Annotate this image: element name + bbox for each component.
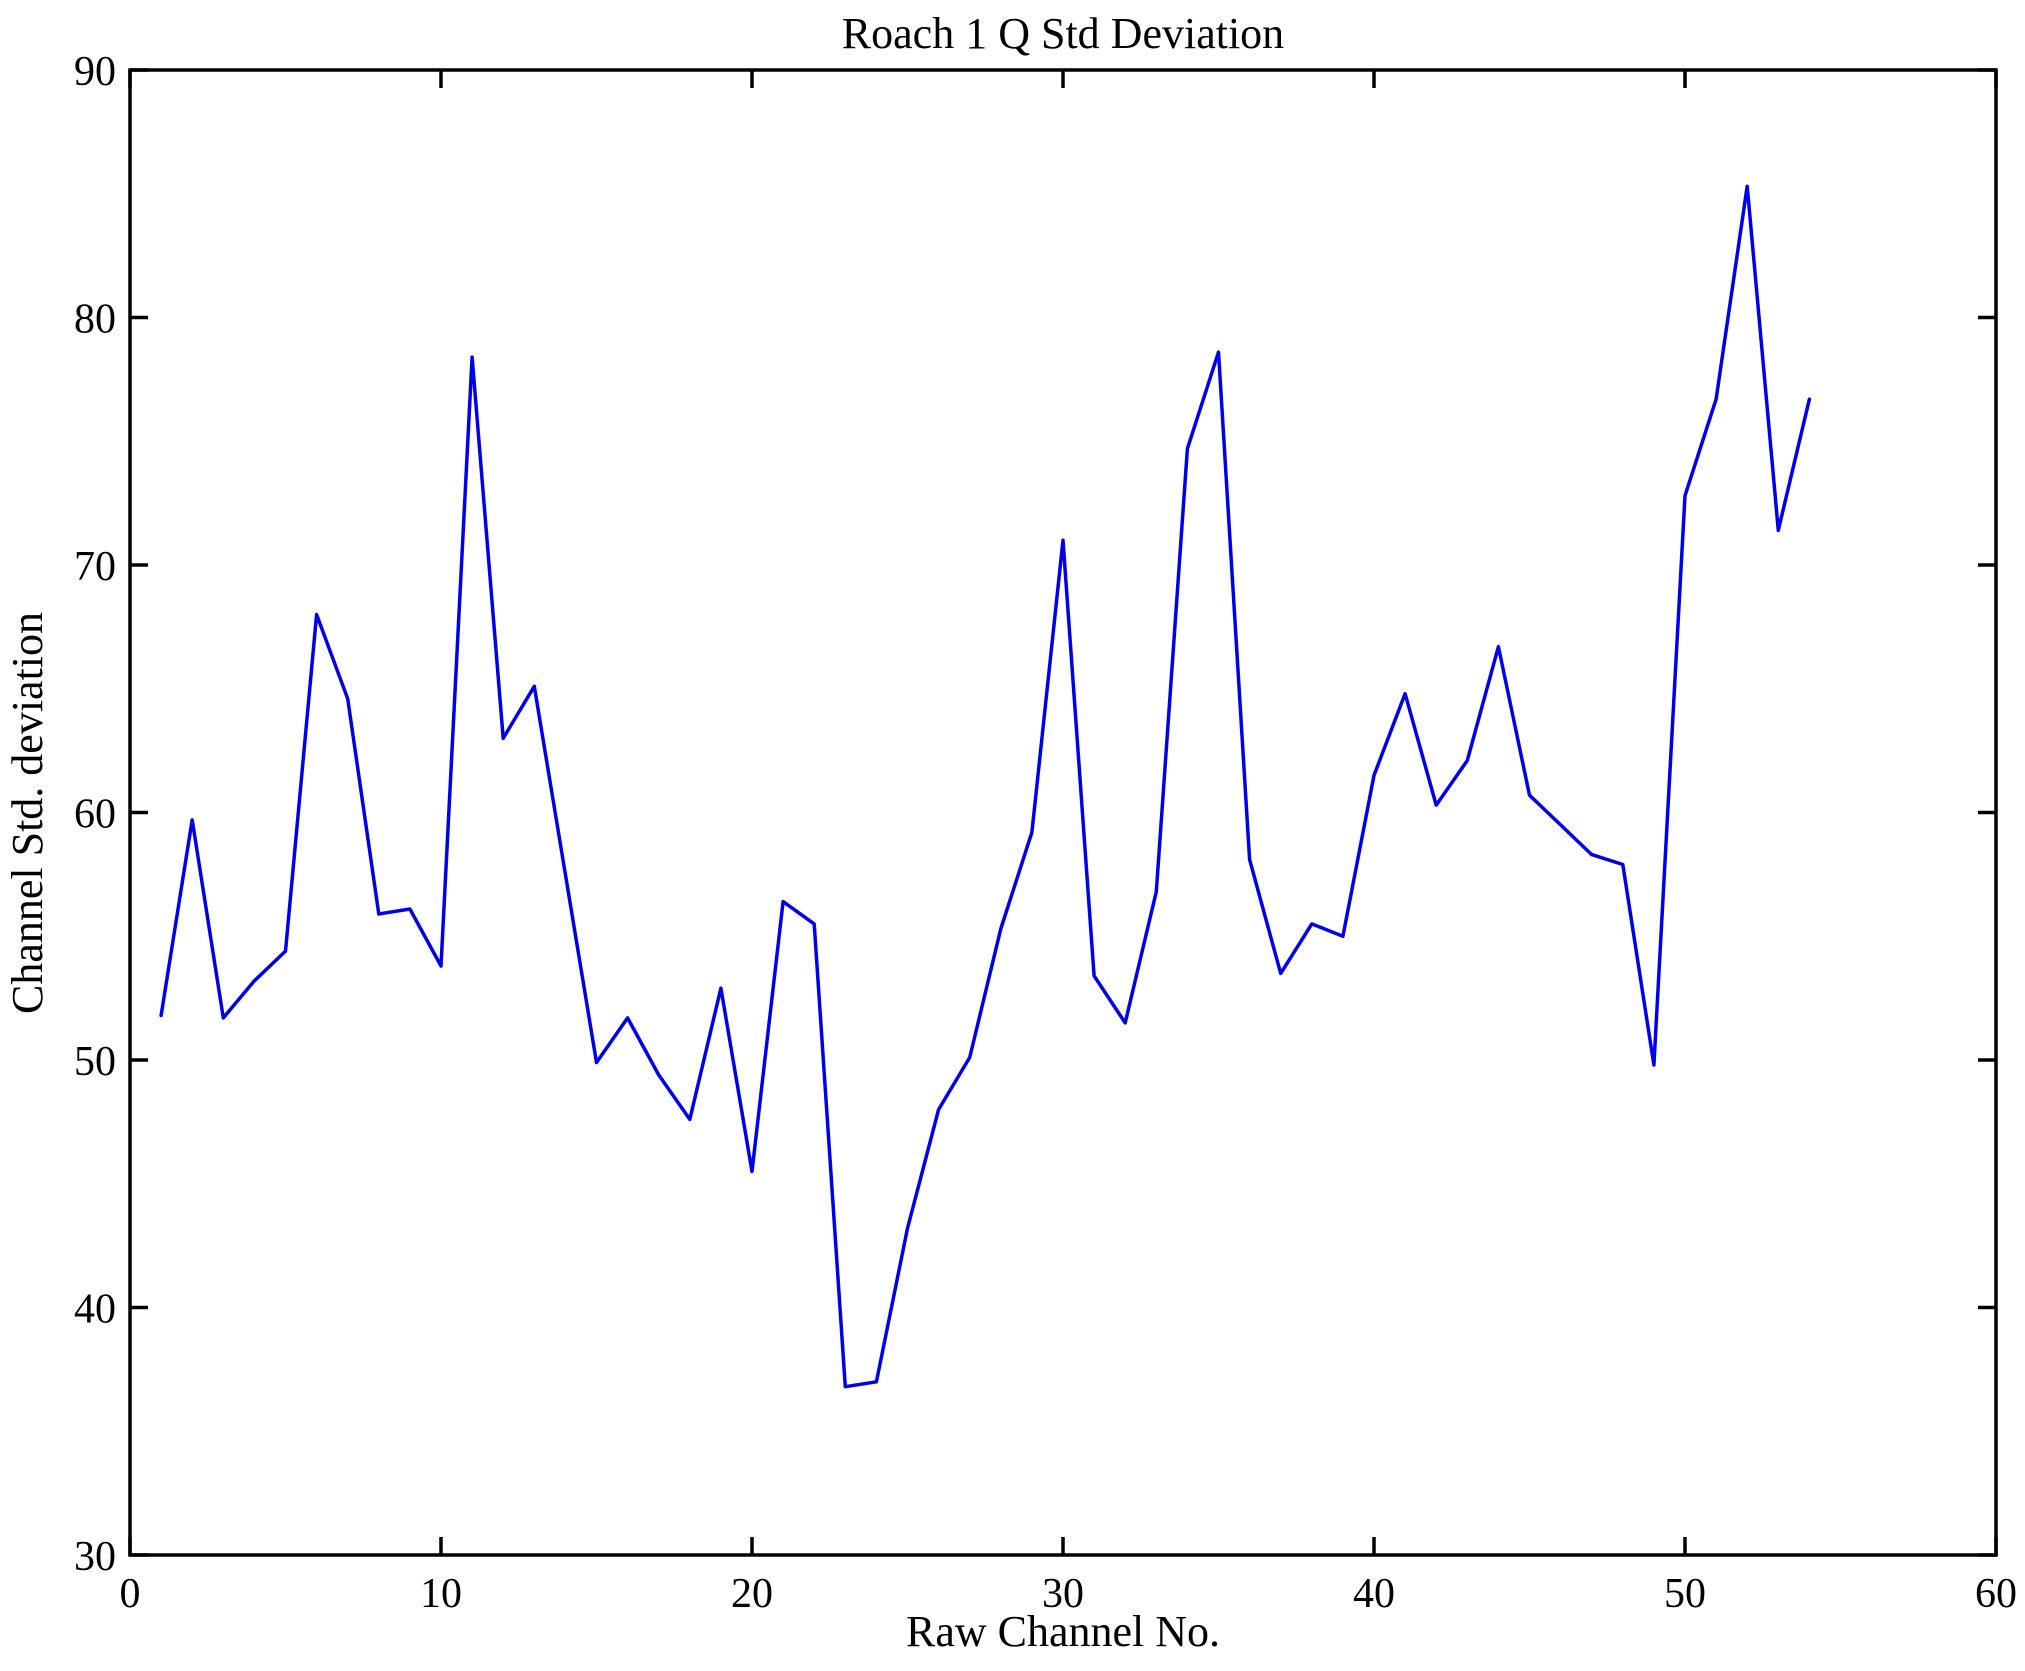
data-series-line	[159, 184, 1812, 1389]
y-tick-label: 70	[74, 544, 116, 590]
x-tick-label: 50	[1664, 1571, 1706, 1617]
y-tick-label: 90	[74, 49, 116, 95]
axes-box	[128, 68, 1998, 1557]
y-tick-label: 30	[74, 1534, 116, 1580]
x-tick-label: 40	[1353, 1571, 1395, 1617]
y-tick-label: 40	[74, 1287, 116, 1333]
tick-marks	[128, 68, 1998, 1557]
x-tick-label: 20	[731, 1571, 773, 1617]
y-tick-label: 60	[74, 792, 116, 838]
x-tick-label: 60	[1975, 1571, 2017, 1617]
x-tick-label: 10	[420, 1571, 462, 1617]
x-tick-label: 30	[1042, 1571, 1084, 1617]
chart-title: Roach 1 Q Std Deviation	[842, 9, 1284, 58]
data-series	[159, 184, 1812, 1389]
x-tick-label: 0	[120, 1571, 141, 1617]
axes-frame	[128, 68, 1998, 1557]
x-axis-label: Raw Channel No.	[906, 1607, 1220, 1656]
y-tick-label: 50	[74, 1039, 116, 1085]
y-axis-label: Channel Std. deviation	[3, 612, 52, 1014]
tick-labels: 0 10 20 30 40 50 60 30 40 50 60 70 80 90	[74, 49, 2017, 1617]
y-tick-label: 80	[74, 297, 116, 343]
